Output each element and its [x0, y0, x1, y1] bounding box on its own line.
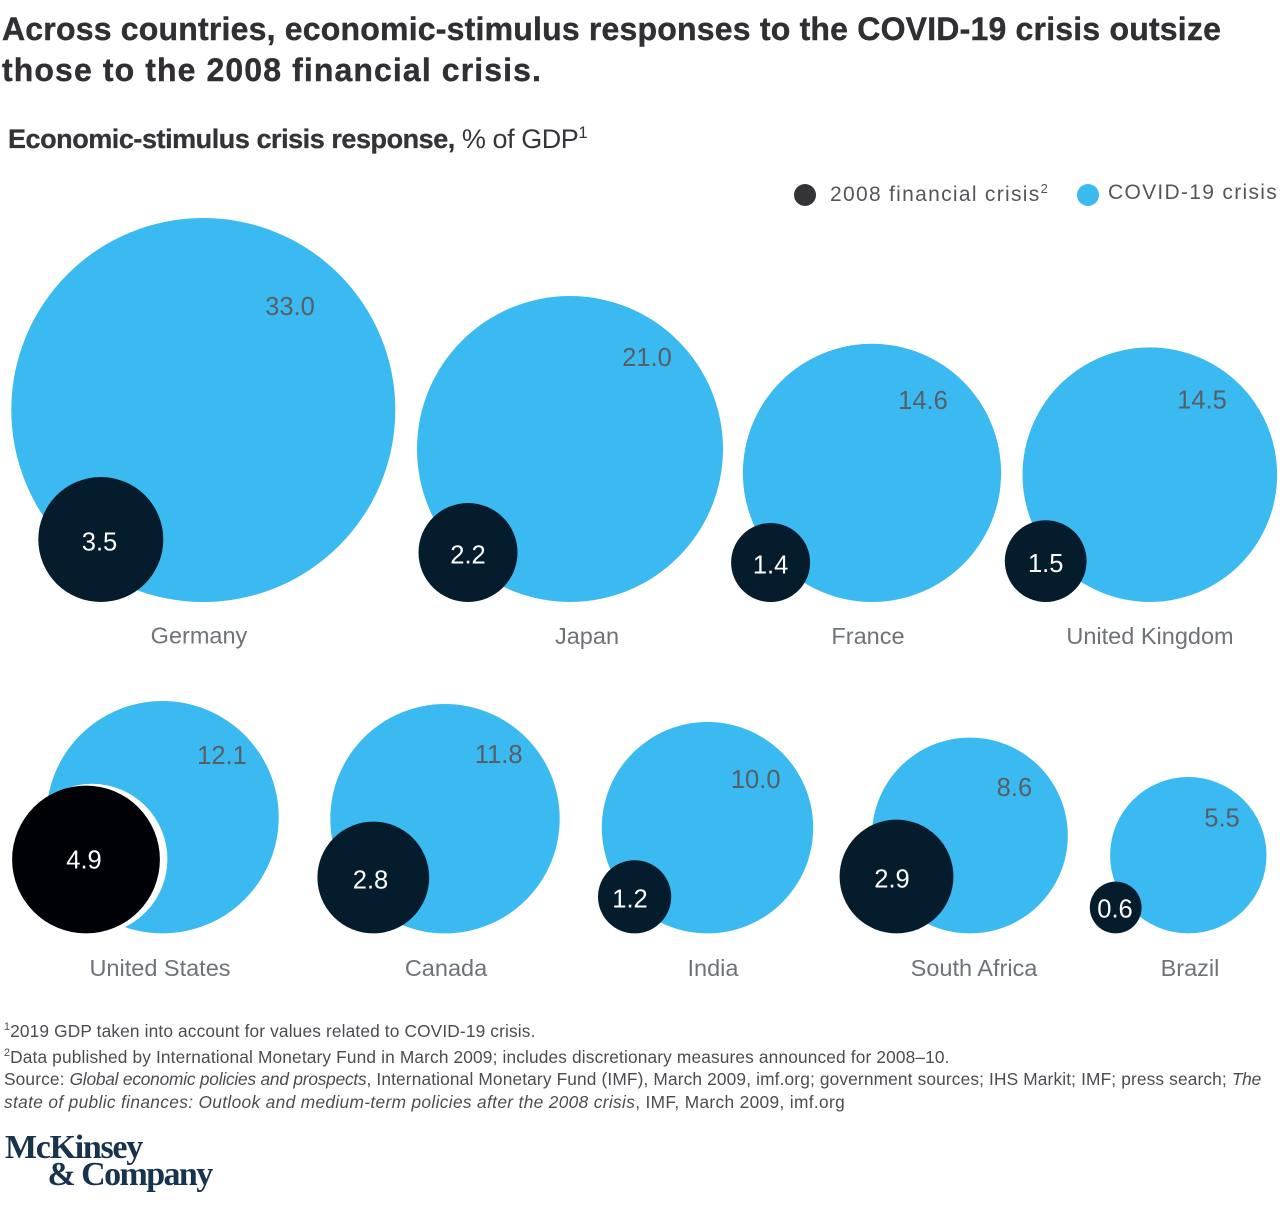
svg-text:2.9: 2.9: [874, 866, 909, 894]
svg-text:5.5: 5.5: [1204, 804, 1239, 832]
svg-text:Brazil: Brazil: [1161, 955, 1220, 981]
svg-text:Germany: Germany: [151, 623, 248, 649]
svg-text:1.5: 1.5: [1028, 550, 1063, 578]
svg-text:8.6: 8.6: [997, 774, 1032, 802]
svg-text:33.0: 33.0: [265, 293, 315, 321]
svg-text:12.1: 12.1: [197, 742, 247, 770]
svg-text:Japan: Japan: [555, 623, 619, 649]
svg-text:France: France: [831, 623, 904, 649]
svg-text:United Kingdom: United Kingdom: [1066, 623, 1233, 649]
svg-text:Canada: Canada: [405, 955, 488, 981]
svg-text:1.2: 1.2: [612, 886, 647, 914]
svg-text:21.0: 21.0: [622, 344, 672, 372]
svg-text:1.4: 1.4: [753, 552, 788, 580]
svg-text:14.6: 14.6: [898, 387, 948, 415]
svg-text:4.9: 4.9: [66, 847, 101, 875]
svg-text:0.6: 0.6: [1097, 896, 1132, 924]
svg-text:14.5: 14.5: [1177, 387, 1227, 415]
svg-text:2.2: 2.2: [450, 542, 485, 570]
svg-text:3.5: 3.5: [82, 529, 117, 557]
svg-text:10.0: 10.0: [731, 766, 781, 794]
svg-text:2.8: 2.8: [353, 867, 388, 895]
svg-text:India: India: [688, 955, 740, 981]
svg-text:South Africa: South Africa: [911, 955, 1039, 981]
svg-text:11.8: 11.8: [475, 741, 523, 769]
svg-text:United States: United States: [89, 955, 230, 981]
